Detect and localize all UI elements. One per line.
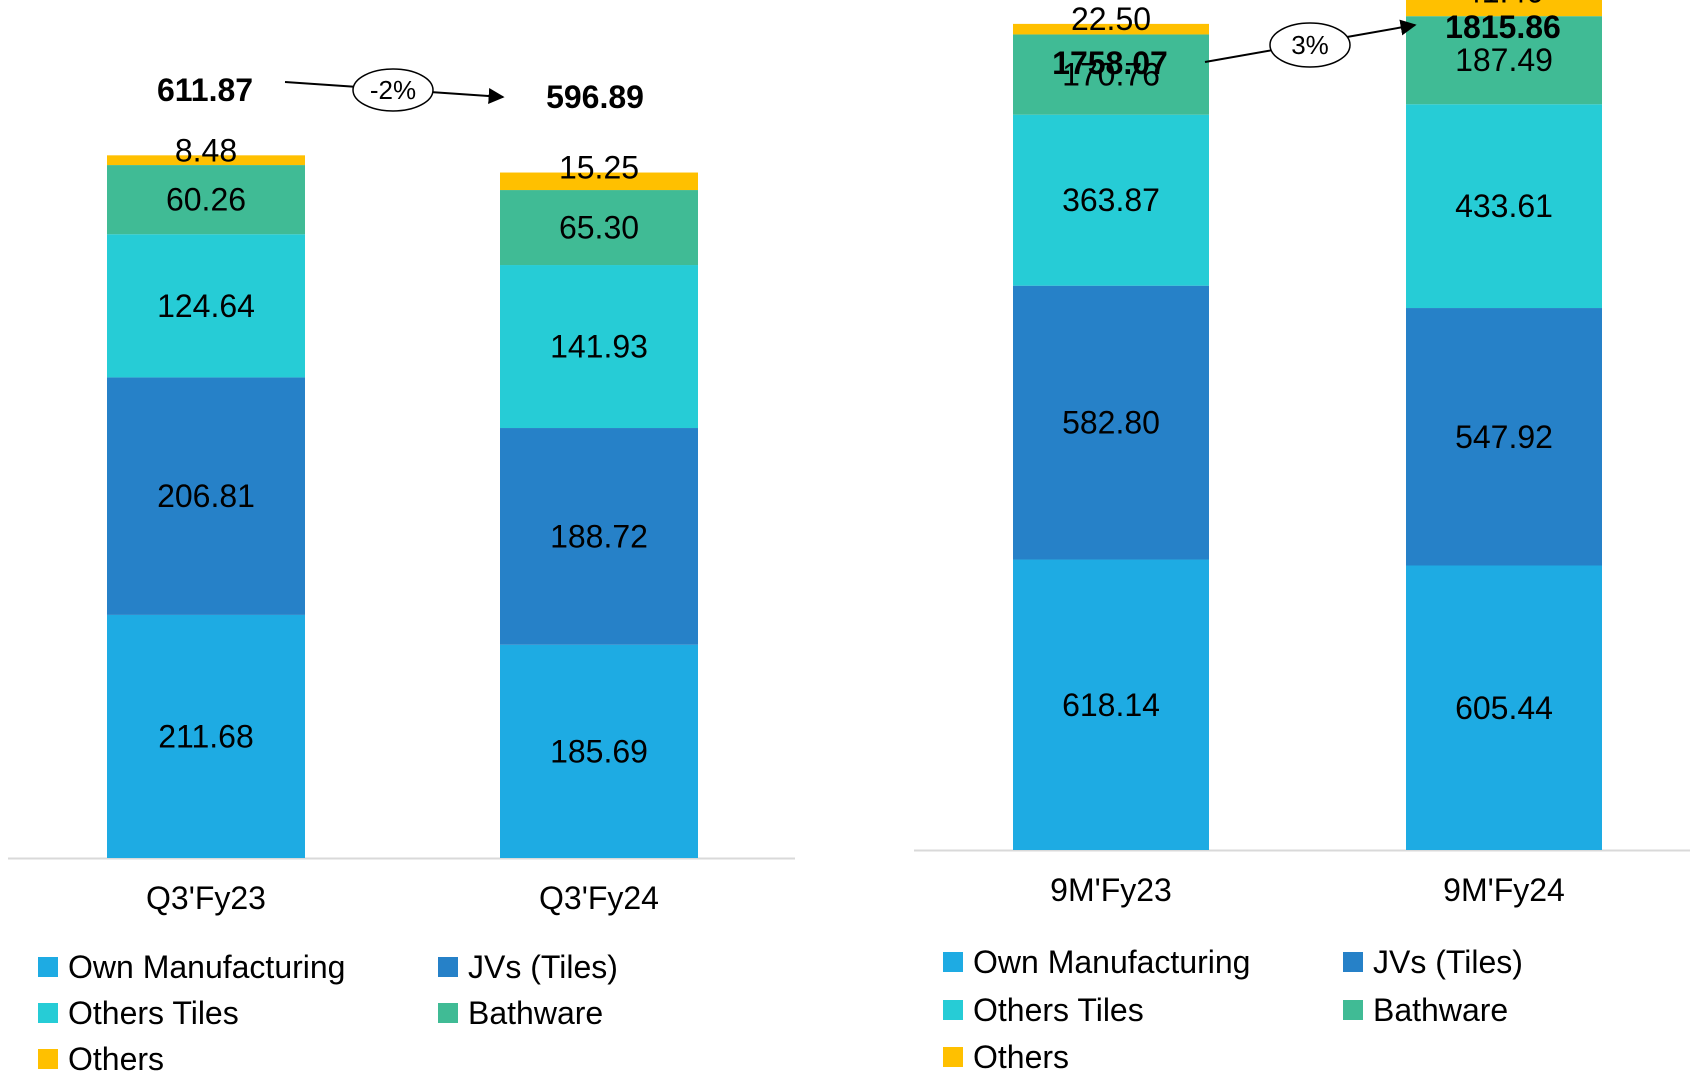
data-label: 206.81 bbox=[157, 478, 255, 514]
data-label: 22.50 bbox=[1071, 1, 1151, 37]
bar-segment bbox=[500, 265, 698, 429]
data-label: 582.80 bbox=[1062, 405, 1160, 441]
legend-label: Bathware bbox=[1373, 992, 1508, 1028]
data-label: 15.25 bbox=[559, 150, 639, 186]
data-label: 188.72 bbox=[550, 518, 648, 554]
legend-label: JVs (Tiles) bbox=[468, 949, 618, 985]
legend-swatch bbox=[1343, 952, 1363, 972]
bar-segment bbox=[1013, 285, 1209, 560]
total-label: 596.89 bbox=[546, 79, 644, 115]
bar-segment bbox=[1406, 16, 1602, 105]
legend-swatch bbox=[38, 1003, 58, 1023]
category-label: 9M'Fy24 bbox=[1443, 872, 1565, 908]
category-label: Q3'Fy24 bbox=[539, 880, 659, 916]
legend-swatch bbox=[438, 957, 458, 977]
legend-swatch bbox=[943, 1047, 963, 1067]
growth-bubble bbox=[1269, 22, 1351, 68]
legend-label: Others Tiles bbox=[68, 995, 239, 1031]
data-label: 211.68 bbox=[158, 718, 254, 754]
legend-label: Bathware bbox=[468, 995, 603, 1031]
category-label: Q3'Fy23 bbox=[146, 880, 266, 916]
data-label: 124.64 bbox=[157, 288, 255, 324]
chart-panel-2: 618.14 582.80 363.87 170.76 22.50 9M'Fy23 1758… bbox=[914, 0, 1690, 1075]
legend-label: Others Tiles bbox=[973, 992, 1144, 1028]
legend-swatch bbox=[38, 1049, 58, 1069]
data-label: 60.26 bbox=[166, 182, 246, 218]
growth-label: 3% bbox=[1291, 30, 1329, 60]
data-label: 187.49 bbox=[1455, 42, 1553, 78]
bar-segment bbox=[1406, 0, 1602, 17]
bar-segment bbox=[500, 428, 698, 645]
bar-segment bbox=[500, 190, 698, 266]
bar-segment bbox=[500, 172, 698, 191]
bar-segment bbox=[107, 234, 305, 378]
bar-segment bbox=[1406, 308, 1602, 566]
legend-label: Own Manufacturing bbox=[68, 949, 345, 985]
legend-swatch bbox=[38, 957, 58, 977]
total-label: 611.87 bbox=[157, 72, 253, 108]
data-label: 185.69 bbox=[550, 733, 648, 769]
bar-segment bbox=[1406, 104, 1602, 309]
data-label: 8.48 bbox=[175, 132, 237, 168]
bar-segment bbox=[500, 644, 698, 858]
bar-segment bbox=[1013, 23, 1209, 35]
category-label: 9M'Fy23 bbox=[1050, 872, 1172, 908]
bar-segment bbox=[1013, 34, 1209, 115]
bar-segment bbox=[1013, 559, 1209, 850]
legend-label: Others bbox=[68, 1041, 164, 1074]
data-label: 547.92 bbox=[1455, 419, 1553, 455]
legend-swatch bbox=[438, 1003, 458, 1023]
legend-label: Own Manufacturing bbox=[973, 944, 1250, 980]
data-label: 363.87 bbox=[1062, 182, 1160, 218]
bar-segment bbox=[107, 614, 305, 858]
data-label: 65.30 bbox=[559, 210, 639, 246]
bar-segment bbox=[107, 377, 305, 615]
bar-segment bbox=[107, 165, 305, 235]
legend-label: Others bbox=[973, 1039, 1069, 1074]
bar-segment bbox=[1406, 565, 1602, 850]
growth-bubble bbox=[352, 68, 434, 112]
chart-panel-1: 211.68 206.81 124.64 60.26 8.48 Q3'Fy23 611.87… bbox=[8, 68, 795, 1077]
data-label: 141.93 bbox=[550, 329, 648, 365]
legend-swatch bbox=[943, 1000, 963, 1020]
bar-segment bbox=[107, 155, 305, 166]
data-label: 618.14 bbox=[1062, 687, 1160, 723]
data-label: 433.61 bbox=[1455, 188, 1553, 224]
data-label: 605.44 bbox=[1455, 690, 1553, 726]
total-label: 1815.86 bbox=[1445, 9, 1561, 45]
bar-segment bbox=[1013, 114, 1209, 286]
total-label: 1758.07 bbox=[1052, 45, 1168, 81]
growth-label: -2% bbox=[370, 75, 416, 105]
data-label: 41.40 bbox=[1464, 0, 1544, 10]
data-label: 170.76 bbox=[1062, 57, 1160, 93]
legend-label: JVs (Tiles) bbox=[1373, 944, 1523, 980]
legend-swatch bbox=[1343, 1000, 1363, 1020]
legend-swatch bbox=[943, 952, 963, 972]
